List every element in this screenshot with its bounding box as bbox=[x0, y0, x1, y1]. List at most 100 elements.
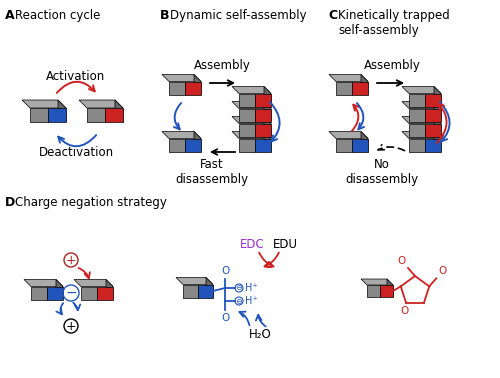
Polygon shape bbox=[434, 116, 441, 136]
Polygon shape bbox=[162, 74, 201, 82]
Polygon shape bbox=[169, 138, 185, 152]
Polygon shape bbox=[185, 138, 201, 152]
Polygon shape bbox=[402, 116, 441, 124]
Polygon shape bbox=[336, 82, 352, 94]
Polygon shape bbox=[425, 138, 441, 152]
Polygon shape bbox=[425, 93, 441, 107]
Polygon shape bbox=[24, 279, 63, 287]
Polygon shape bbox=[232, 116, 271, 124]
Polygon shape bbox=[56, 279, 63, 299]
Polygon shape bbox=[239, 124, 255, 136]
Text: ⊖: ⊖ bbox=[236, 284, 242, 293]
Text: −: − bbox=[65, 286, 77, 300]
Polygon shape bbox=[232, 132, 271, 138]
Text: +: + bbox=[66, 254, 76, 266]
Polygon shape bbox=[361, 74, 368, 94]
Polygon shape bbox=[329, 74, 368, 82]
Polygon shape bbox=[47, 287, 63, 299]
Polygon shape bbox=[264, 116, 271, 136]
Text: EDC: EDC bbox=[240, 239, 264, 251]
Text: B: B bbox=[160, 9, 170, 22]
Text: Assembly: Assembly bbox=[194, 59, 250, 71]
Text: O: O bbox=[398, 256, 406, 266]
Polygon shape bbox=[434, 102, 441, 121]
Text: Deactivation: Deactivation bbox=[38, 146, 114, 158]
Polygon shape bbox=[74, 279, 113, 287]
Polygon shape bbox=[81, 287, 97, 299]
Text: Dynamic self-assembly: Dynamic self-assembly bbox=[170, 9, 306, 22]
Polygon shape bbox=[361, 132, 368, 152]
Text: No
disassembly: No disassembly bbox=[346, 158, 418, 186]
Polygon shape bbox=[402, 132, 441, 138]
Polygon shape bbox=[87, 108, 105, 122]
Polygon shape bbox=[194, 74, 201, 94]
Polygon shape bbox=[105, 108, 123, 122]
Polygon shape bbox=[232, 87, 271, 93]
Text: Fast
disassembly: Fast disassembly bbox=[176, 158, 248, 186]
Polygon shape bbox=[425, 124, 441, 136]
Polygon shape bbox=[194, 132, 201, 152]
Polygon shape bbox=[255, 108, 271, 121]
Polygon shape bbox=[264, 87, 271, 107]
Polygon shape bbox=[409, 93, 425, 107]
Text: O: O bbox=[400, 306, 408, 316]
Text: Kinetically trapped
self-assembly: Kinetically trapped self-assembly bbox=[338, 9, 450, 37]
Polygon shape bbox=[206, 277, 213, 297]
Polygon shape bbox=[255, 124, 271, 136]
Polygon shape bbox=[176, 277, 213, 285]
Text: Reaction cycle: Reaction cycle bbox=[15, 9, 100, 22]
Polygon shape bbox=[380, 285, 393, 297]
Polygon shape bbox=[434, 87, 441, 107]
Polygon shape bbox=[402, 87, 441, 93]
Polygon shape bbox=[434, 132, 441, 152]
Polygon shape bbox=[361, 279, 393, 285]
Polygon shape bbox=[255, 93, 271, 107]
Polygon shape bbox=[185, 82, 201, 94]
Polygon shape bbox=[183, 285, 198, 297]
Polygon shape bbox=[48, 108, 66, 122]
Polygon shape bbox=[169, 82, 185, 94]
Polygon shape bbox=[79, 100, 123, 108]
Text: H₂O: H₂O bbox=[248, 328, 272, 341]
Polygon shape bbox=[162, 132, 201, 138]
Text: +: + bbox=[66, 319, 76, 333]
Polygon shape bbox=[97, 287, 113, 299]
Polygon shape bbox=[387, 279, 393, 297]
Text: O: O bbox=[221, 313, 229, 323]
Text: A: A bbox=[5, 9, 15, 22]
Polygon shape bbox=[58, 100, 66, 122]
Text: ⊖: ⊖ bbox=[236, 296, 242, 305]
Polygon shape bbox=[22, 100, 66, 108]
Polygon shape bbox=[329, 132, 368, 138]
Polygon shape bbox=[352, 82, 368, 94]
Text: O: O bbox=[438, 266, 446, 276]
Text: O: O bbox=[221, 266, 229, 276]
Polygon shape bbox=[352, 138, 368, 152]
Polygon shape bbox=[367, 285, 380, 297]
Polygon shape bbox=[264, 102, 271, 121]
Polygon shape bbox=[30, 108, 48, 122]
Text: D: D bbox=[5, 196, 15, 209]
Polygon shape bbox=[409, 124, 425, 136]
Polygon shape bbox=[232, 102, 271, 108]
Polygon shape bbox=[425, 108, 441, 121]
Text: H⁺: H⁺ bbox=[245, 283, 258, 293]
Text: C: C bbox=[328, 9, 337, 22]
Text: Activation: Activation bbox=[46, 71, 106, 84]
Polygon shape bbox=[115, 100, 123, 122]
Polygon shape bbox=[198, 285, 213, 297]
Polygon shape bbox=[31, 287, 47, 299]
Polygon shape bbox=[336, 138, 352, 152]
Text: Charge negation strategy: Charge negation strategy bbox=[15, 196, 167, 209]
Polygon shape bbox=[264, 132, 271, 152]
Text: EDU: EDU bbox=[272, 239, 297, 251]
Polygon shape bbox=[409, 108, 425, 121]
Text: H⁺: H⁺ bbox=[245, 296, 258, 306]
Polygon shape bbox=[239, 138, 255, 152]
Polygon shape bbox=[402, 102, 441, 108]
Polygon shape bbox=[255, 138, 271, 152]
Polygon shape bbox=[239, 93, 255, 107]
Polygon shape bbox=[239, 108, 255, 121]
Polygon shape bbox=[106, 279, 113, 299]
Polygon shape bbox=[409, 138, 425, 152]
